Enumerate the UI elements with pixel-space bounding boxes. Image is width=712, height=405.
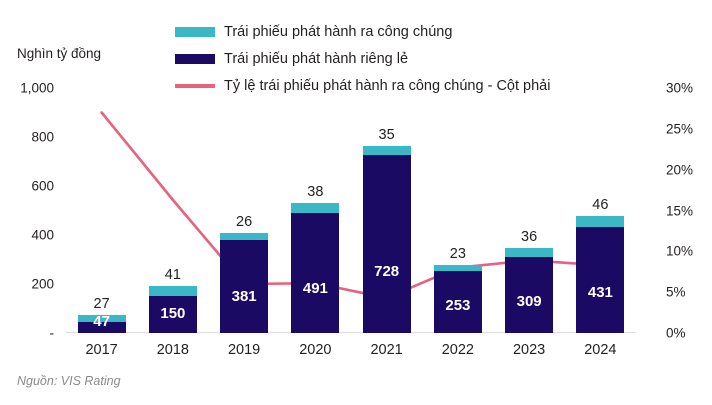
bar-value-private: 728	[374, 262, 400, 280]
bar-segment-private	[362, 154, 411, 333]
legend-item-private-bonds: Trái phiếu phát hành riêng lẻ	[175, 45, 595, 72]
bar-segment-public	[148, 286, 197, 297]
y-axis-tick-right: 0%	[666, 325, 686, 341]
legend-swatch-public-bonds	[175, 26, 215, 37]
chart-legend: Trái phiếu phát hành ra công chúng Trái …	[175, 18, 595, 99]
bar-value-public: 36	[521, 229, 538, 246]
legend-item-public-bonds: Trái phiếu phát hành ra công chúng	[175, 18, 595, 45]
legend-item-public-ratio: Tỷ lệ trái phiếu phát hành ra công chúng…	[175, 72, 595, 99]
bar-segment-public	[291, 203, 340, 213]
bar-value-private: 47	[93, 312, 110, 330]
y-axis-tick-right: 15%	[666, 203, 694, 218]
bar-segment-public	[505, 248, 554, 258]
y-axis-tick-left: 200	[31, 276, 54, 292]
legend-swatch-public-ratio	[175, 83, 215, 88]
bar-segment-private	[576, 227, 625, 333]
y-axis-tick-left: 400	[31, 227, 54, 243]
bar-segment-private	[505, 257, 554, 333]
y-axis-tick-right: 5%	[666, 284, 686, 300]
bar-segment-public	[77, 314, 126, 322]
y-axis-tick-right: 25%	[666, 121, 694, 137]
bar-segment-private	[433, 271, 482, 333]
bar-group: 381 26 2019	[220, 214, 269, 358]
bar-group: 491 38 2020	[291, 184, 340, 358]
x-axis-tick-label: 2024	[584, 342, 617, 358]
x-axis-tick-label: 2018	[156, 342, 189, 358]
bar-value-public: 38	[307, 184, 324, 201]
bar-value-private: 309	[516, 293, 542, 311]
y-axis-tick-left: 600	[31, 178, 54, 194]
bar-value-public: 46	[592, 197, 609, 214]
x-axis-tick-label: 2017	[85, 342, 118, 358]
y-axis-tick-left: 800	[31, 129, 54, 145]
bar-value-public: 26	[236, 214, 253, 231]
x-axis-tick-label: 2023	[512, 342, 546, 358]
y-axis-unit-title: Nghìn tỷ đồng	[17, 46, 102, 61]
bar-value-private: 381	[231, 288, 257, 305]
y-axis-tick-right: 20%	[666, 162, 694, 178]
axis-baseline	[66, 331, 636, 333]
bar-group: 431 46 2024	[576, 197, 625, 358]
bar-group: 309 36 2023	[505, 229, 554, 358]
bar-segment-private	[148, 296, 197, 333]
bar-value-private: 431	[587, 284, 613, 302]
x-axis-tick-label: 2021	[370, 342, 403, 358]
y-axis-tick-left: 1,000	[20, 80, 54, 96]
bar-value-private: 150	[160, 304, 186, 322]
bar-segment-public	[576, 216, 625, 228]
bar-value-public: 35	[378, 127, 395, 144]
bar-group: 728 35 2021	[362, 127, 411, 358]
bar-value-public: 23	[449, 246, 466, 263]
bar-segment-private	[77, 321, 126, 333]
x-axis-tick-label: 2019	[227, 342, 261, 358]
x-axis-tick-label: 2020	[299, 342, 332, 358]
bar-segment-public	[362, 146, 411, 155]
bar-group: 47 27 2017	[77, 296, 126, 358]
bar-value-private: 253	[445, 297, 471, 315]
legend-label-public-ratio: Tỷ lệ trái phiếu phát hành ra công chúng…	[224, 77, 551, 94]
bar-group: 150 41 2018	[148, 267, 197, 358]
bar-value-public: 27	[93, 295, 110, 312]
y-axis-tick-right: 30%	[666, 80, 694, 96]
plot-area: -200 400 600 800 1,000 0% 5% 10% 15% 20% 25% 30% 47 2…	[20, 81, 693, 359]
bar-segment-private	[291, 212, 340, 333]
bar-value-private: 491	[302, 279, 328, 297]
y-axis-tick-right: 10%	[666, 243, 694, 259]
x-axis-tick-label: 2022	[441, 342, 474, 358]
legend-label-private-bonds: Trái phiếu phát hành riêng lẻ	[224, 50, 409, 67]
source-note: Nguồn: VIS Rating	[17, 374, 121, 388]
bar-group: 253 23 2022	[433, 246, 482, 358]
bar-value-public: 41	[164, 267, 181, 284]
bar-segment-public	[433, 265, 482, 272]
y-axis-tick-left: -	[49, 325, 55, 341]
bar-segment-private	[220, 239, 269, 333]
bar-segment-public	[220, 233, 269, 240]
legend-swatch-private-bonds	[175, 53, 215, 64]
legend-label-public-bonds: Trái phiếu phát hành ra công chúng	[224, 23, 453, 40]
